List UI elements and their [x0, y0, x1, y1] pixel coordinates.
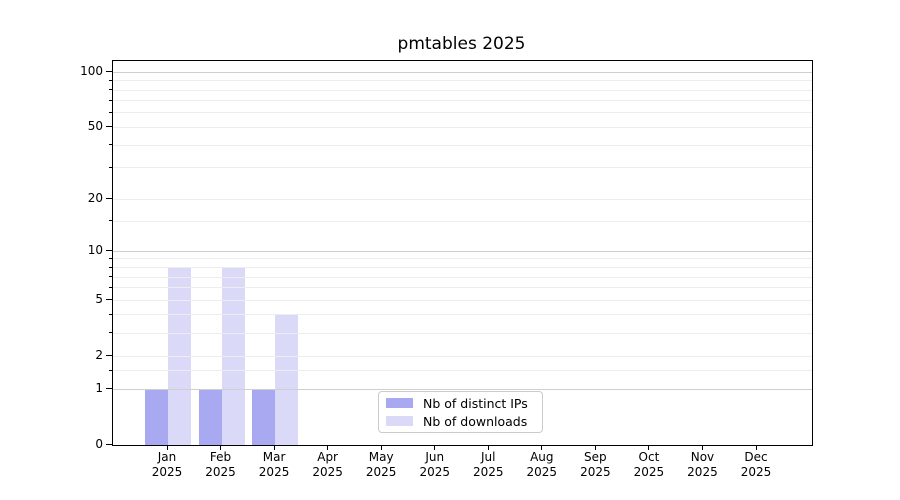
- x-tick-label: Sep 2025: [580, 450, 611, 479]
- x-tick: [273, 445, 275, 450]
- y-minor-tick: [109, 332, 112, 333]
- legend: Nb of distinct IPs Nb of downloads: [378, 391, 543, 433]
- legend-entry-distinct-ips: Nb of distinct IPs: [386, 396, 542, 411]
- y-gridline: [113, 388, 812, 390]
- x-tick-label: Oct 2025: [633, 450, 665, 479]
- x-tick: [594, 445, 596, 450]
- legend-label-distinct-ips: Nb of distinct IPs: [423, 395, 528, 411]
- x-tick-label: Mar 2025: [258, 450, 290, 479]
- y-gridline: [113, 126, 812, 128]
- y-tick: [106, 126, 112, 128]
- y-tick: [106, 355, 112, 357]
- y-tick-label: 5: [95, 292, 103, 307]
- x-tick: [327, 445, 329, 450]
- x-tick: [434, 445, 436, 450]
- x-tick-label: Feb 2025: [205, 450, 236, 479]
- y-tick: [106, 71, 112, 73]
- y-minor-tick: [109, 166, 112, 168]
- plot-area: [112, 60, 813, 446]
- y-tick-label: 2: [95, 348, 103, 363]
- y-minor-tick: [109, 144, 112, 145]
- x-tick: [166, 445, 168, 450]
- chart-title: pmtables 2025: [397, 34, 526, 54]
- y-tick-label: 100: [80, 64, 103, 79]
- y-gridline: [113, 167, 812, 169]
- x-tick-label: May 2025: [365, 450, 397, 479]
- legend-swatch-distinct-ips: [386, 398, 413, 408]
- y-tick-label: 1: [95, 381, 103, 395]
- legend-label-downloads: Nb of downloads: [423, 413, 528, 429]
- legend-entry-downloads: Nb of downloads: [386, 414, 542, 429]
- y-gridline: [113, 80, 812, 82]
- y-tick: [106, 198, 112, 200]
- y-minor-tick: [109, 266, 112, 268]
- x-tick: [755, 445, 757, 450]
- bar-distinct-ips: [198, 389, 222, 445]
- y-gridline: [113, 314, 812, 316]
- y-gridline: [113, 220, 812, 222]
- y-minor-tick: [109, 257, 112, 259]
- x-tick-label: Aug 2025: [526, 450, 558, 479]
- y-minor-tick: [109, 286, 112, 288]
- y-gridline: [113, 100, 812, 102]
- y-minor-tick: [109, 369, 112, 371]
- y-gridline: [113, 144, 812, 146]
- y-minor-tick: [109, 89, 112, 90]
- x-tick: [541, 445, 543, 450]
- y-gridline: [113, 258, 812, 260]
- y-minor-tick: [109, 79, 112, 81]
- y-gridline: [113, 71, 812, 73]
- y-minor-tick: [109, 313, 112, 315]
- y-minor-tick: [109, 276, 112, 278]
- y-minor-tick: [109, 111, 112, 113]
- y-gridline: [113, 287, 812, 289]
- y-gridline: [113, 112, 812, 114]
- x-tick-label: Jan 2025: [151, 450, 183, 479]
- y-gridline: [113, 276, 812, 278]
- x-tick: [220, 445, 222, 450]
- x-tick: [487, 445, 489, 450]
- y-gridline: [113, 198, 812, 200]
- y-tick-label: 10: [87, 243, 103, 258]
- y-tick-label: 20: [87, 191, 103, 206]
- y-gridline: [113, 89, 812, 91]
- y-gridline: [113, 267, 812, 268]
- y-minor-tick: [109, 220, 112, 222]
- y-tick-label: 50: [87, 119, 103, 134]
- x-tick: [701, 445, 703, 450]
- bar-downloads: [275, 315, 299, 445]
- y-tick: [106, 388, 112, 389]
- y-tick: [106, 250, 112, 252]
- x-tick-label: Dec 2025: [740, 450, 772, 479]
- x-tick-label: Jul 2025: [472, 450, 504, 479]
- bar-distinct-ips: [252, 389, 276, 445]
- bar-distinct-ips: [145, 389, 168, 445]
- y-tick: [106, 444, 112, 445]
- x-tick-label: Apr 2025: [312, 450, 343, 479]
- y-gridline: [113, 250, 812, 252]
- y-gridline: [113, 299, 812, 301]
- y-minor-tick: [109, 99, 112, 101]
- y-tick-label: 0: [95, 437, 103, 451]
- y-tick: [106, 299, 112, 301]
- legend-swatch-downloads: [386, 416, 413, 426]
- y-gridline: [113, 332, 812, 334]
- y-gridline: [113, 355, 812, 357]
- y-gridline: [113, 370, 812, 372]
- x-tick-label: Nov 2025: [687, 450, 718, 479]
- x-tick: [380, 445, 382, 450]
- x-tick: [648, 445, 650, 450]
- x-tick-label: Jun 2025: [419, 450, 450, 479]
